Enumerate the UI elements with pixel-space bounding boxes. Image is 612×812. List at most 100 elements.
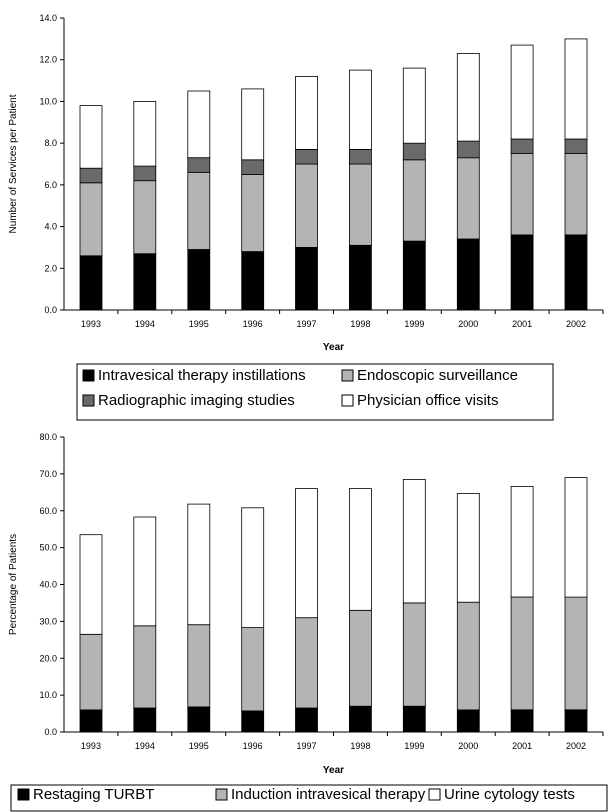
y-tick-label: 20.0: [39, 653, 57, 663]
bar-segment: [187, 157, 211, 173]
x-tick-label: 2002: [566, 741, 586, 751]
bar-segment: [79, 255, 103, 311]
y-tick-label: 10.0: [39, 690, 57, 700]
x-tick-label: 1996: [243, 741, 263, 751]
legend: Restaging TURBT Induction intravesical th…: [10, 784, 608, 812]
y-tick-label: 80.0: [39, 432, 57, 442]
bar-segment: [133, 180, 157, 255]
bar-segment: [241, 507, 265, 628]
bar-segment: [348, 705, 372, 733]
legend-swatch: [341, 369, 354, 382]
bar-segment: [187, 624, 211, 708]
x-tick-label: 2001: [512, 741, 532, 751]
x-axis-title: Year: [323, 765, 344, 776]
bar-segment: [456, 492, 480, 603]
legend-label: Radiographic imaging studies: [98, 392, 295, 409]
bar-segment: [348, 488, 372, 611]
bar-segment: [133, 625, 157, 709]
y-tick-label: 10.0: [39, 96, 57, 106]
x-tick-label: 1997: [297, 319, 317, 329]
x-tick-label: 2000: [458, 319, 478, 329]
bar-segment: [456, 53, 480, 142]
bar-segment: [241, 88, 265, 161]
x-tick-label: 1997: [297, 741, 317, 751]
bar-segment: [348, 163, 372, 246]
bar-segment: [187, 90, 211, 159]
legend-box: [10, 784, 608, 812]
y-axis-title: Number of Services per Patient: [8, 94, 19, 233]
bar-segment: [133, 516, 157, 627]
y-tick-label: 2.0: [44, 263, 57, 273]
bar-segment: [510, 138, 534, 155]
y-tick-label: 0.0: [44, 727, 57, 737]
x-tick-label: 2000: [458, 741, 478, 751]
bar-segment: [295, 148, 318, 165]
legend-label: Physician office visits: [357, 392, 498, 409]
services-per-patient-chart: 0.0 2.0 4.0 6.0 8.0 10.0 12.0 14.0 1993 1994 1995 1…: [8, 13, 604, 421]
bar-segment: [402, 142, 426, 161]
legend-box: [76, 363, 554, 421]
bar-segment: [348, 69, 372, 150]
bar-segment: [295, 488, 318, 619]
bar-segment: [295, 163, 318, 248]
bar-segment: [241, 173, 265, 252]
bar-segment: [79, 633, 103, 711]
legend-swatch: [17, 788, 30, 801]
legend: Intravesical therapy instillations Endosc…: [76, 363, 554, 421]
y-tick-label: 40.0: [39, 580, 57, 590]
bar-segment: [133, 253, 157, 311]
legend-label: Urine cytology tests: [444, 786, 575, 803]
bar-segment: [133, 707, 157, 733]
x-tick-label: 2002: [566, 319, 586, 329]
bar-segment: [295, 246, 318, 311]
y-tick-label: 14.0: [39, 13, 57, 23]
bar-segment: [456, 140, 480, 159]
bar-segment: [348, 244, 372, 311]
y-tick-label: 30.0: [39, 616, 57, 626]
x-axis-title: Year: [323, 342, 344, 353]
bar-segment: [133, 165, 157, 182]
bar-segment: [402, 159, 426, 242]
bar-segment: [348, 609, 372, 707]
bar-segment: [510, 44, 534, 140]
x-tick-label: 1999: [404, 741, 424, 751]
bar-segment: [79, 182, 103, 257]
x-tick-label: 1994: [135, 319, 155, 329]
bar-segment: [79, 709, 103, 733]
bar-segment: [456, 157, 480, 240]
x-tick-label: 1993: [81, 319, 101, 329]
x-tick-label: 2001: [512, 319, 532, 329]
bar-segment: [241, 159, 265, 175]
bar-segment: [456, 238, 480, 311]
bar-segment: [79, 167, 103, 184]
bar-segment: [564, 709, 588, 733]
bar-segment: [456, 709, 480, 733]
bar-segment: [295, 617, 318, 709]
bar-segment: [564, 477, 588, 598]
legend-swatch: [428, 788, 441, 801]
bar-segment: [241, 627, 265, 712]
y-tick-label: 12.0: [39, 55, 57, 65]
legend-swatch: [341, 394, 354, 407]
bar-segment: [564, 138, 588, 155]
bar-segment: [564, 234, 588, 311]
bar-segment: [402, 67, 426, 144]
bar-segment: [187, 503, 211, 626]
bar-segment: [510, 709, 534, 733]
legend-label: Induction intravesical therapy: [231, 786, 426, 803]
percentage-of-patients-chart: 0.0 10.0 20.0 30.0 40.0 50.0 60.0 70.0 80.0 1993 1…: [8, 432, 608, 812]
y-tick-label: 4.0: [44, 222, 57, 232]
bar-segment: [510, 234, 534, 311]
bar-segment: [295, 707, 318, 733]
bar-segment: [402, 478, 426, 604]
legend-label: Intravesical therapy instillations: [98, 367, 306, 384]
bar-segment: [564, 596, 588, 711]
bar-segment: [187, 249, 211, 311]
bar-segment: [564, 38, 588, 140]
bar-segment: [510, 596, 534, 711]
bar-segment: [510, 153, 534, 236]
bar-segment: [402, 705, 426, 733]
x-tick-label: 1995: [189, 319, 209, 329]
x-tick-label: 1995: [189, 741, 209, 751]
